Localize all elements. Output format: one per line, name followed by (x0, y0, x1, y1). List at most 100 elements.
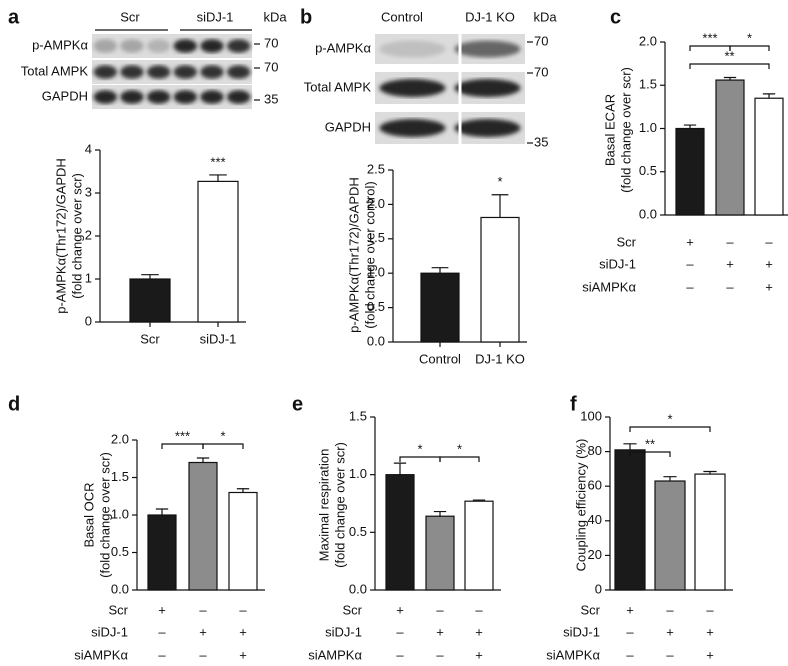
condition-sign: – (666, 602, 674, 617)
condition-sign: – (158, 624, 166, 639)
panel-letter: d (8, 393, 20, 415)
blot-band (173, 39, 198, 53)
condition-label: siDJ-1 (91, 624, 128, 639)
blot-band (200, 90, 224, 104)
error-bar (723, 76, 737, 81)
y-axis-label: p-AMPKα(Thr172)/GAPDH (346, 177, 361, 333)
marker-label: 70 (264, 59, 278, 74)
condition-sign: + (396, 602, 404, 617)
condition-sign: + (706, 624, 714, 639)
y-tick-label: 0.5 (639, 163, 657, 178)
blot-band (173, 90, 198, 104)
blot-band (379, 40, 446, 58)
y-tick-label: 2.0 (367, 196, 385, 211)
blot-group-label: DJ-1 KO (465, 9, 515, 24)
kda-label: kDa (263, 9, 287, 24)
condition-sign: – (396, 647, 404, 662)
condition-sign: + (158, 602, 166, 617)
y-tick-label: 1.0 (111, 506, 129, 521)
condition-sign: + (726, 256, 734, 271)
panel-letter: a (8, 6, 20, 28)
y-axis-label: Basal ECAR (602, 94, 617, 166)
error-bar (663, 476, 677, 482)
condition-sign: + (765, 279, 773, 294)
condition-sign: – (436, 602, 444, 617)
blot-band (226, 39, 251, 53)
error-bar (433, 510, 447, 517)
x-tick-label: Control (419, 351, 461, 366)
blot-band (173, 65, 198, 79)
bar (197, 180, 239, 323)
y-tick-label: 1.0 (349, 466, 367, 481)
error-bar (762, 93, 776, 99)
bracket-label: ** (724, 48, 734, 63)
bracket (439, 456, 480, 462)
y-tick-label: 1.5 (639, 77, 657, 92)
blot-band (226, 90, 251, 104)
bar (420, 272, 460, 343)
condition-sign: – (706, 602, 714, 617)
bracket (399, 456, 441, 462)
condition-sign: – (626, 647, 634, 662)
blot-band (146, 90, 171, 104)
condition-sign: + (239, 624, 247, 639)
y-tick-label: 0.0 (367, 333, 385, 348)
bar (147, 514, 177, 591)
x-tick-label: DJ-1 KO (475, 351, 525, 366)
blot-row-label: Total AMPK (304, 79, 372, 94)
condition-sign: – (686, 279, 694, 294)
bar (715, 79, 745, 216)
error-bar (623, 443, 637, 450)
error-bar (141, 274, 159, 279)
blot-split (458, 72, 462, 104)
x-tick-label: siDJ-1 (200, 331, 237, 346)
bracket-label: ** (645, 436, 655, 451)
bracket (729, 45, 770, 51)
y-tick-label: 1 (85, 270, 92, 285)
y-tick-label: 80 (588, 443, 602, 458)
condition-sign: – (726, 234, 734, 249)
y-tick-label: 40 (588, 512, 602, 527)
y-tick-label: 1.5 (111, 469, 129, 484)
x-tick-label: Scr (140, 331, 160, 346)
bracket-label: * (417, 441, 422, 456)
blot-band (93, 39, 118, 53)
bracket-label: *** (702, 30, 717, 45)
y-tick-label: 0.0 (349, 581, 367, 596)
blot-row-label: p-AMPKα (32, 37, 88, 52)
blot-band (120, 90, 144, 104)
y-axis-label: (fold change over control) (362, 181, 377, 328)
y-axis-label: p-AMPKα(Thr172)/GAPDH (53, 158, 68, 314)
blot-band (379, 119, 446, 137)
bar (480, 216, 520, 343)
condition-label: Scr (617, 234, 637, 249)
condition-sign: + (199, 624, 207, 639)
y-tick-label: 1.0 (367, 265, 385, 280)
y-tick-label: 1.5 (367, 230, 385, 245)
condition-label: siAMPKα (308, 647, 362, 662)
error-bar (209, 174, 227, 182)
y-tick-label: 2.0 (111, 431, 129, 446)
condition-sign: + (686, 234, 694, 249)
blot-band (146, 39, 171, 53)
condition-label: siAMPKα (546, 647, 600, 662)
blot-split (458, 112, 462, 144)
y-tick-label: 0.5 (111, 544, 129, 559)
error-bar (703, 470, 717, 475)
y-axis-label: (fold change over scr) (618, 67, 633, 193)
y-tick-label: 1.0 (639, 120, 657, 135)
condition-sign: – (199, 647, 207, 662)
y-tick-label: 2.5 (367, 161, 385, 176)
condition-sign: – (726, 279, 734, 294)
error-bar (196, 457, 210, 463)
blot-row-label: GAPDH (325, 119, 371, 134)
blot-strip (92, 34, 252, 58)
blot-band (454, 119, 521, 137)
y-tick-label: 0 (595, 581, 602, 596)
y-tick-label: 2.0 (639, 33, 657, 48)
bar (614, 449, 646, 591)
significance: * (497, 174, 502, 189)
y-tick-label: 0.0 (111, 581, 129, 596)
error-bar (491, 194, 509, 218)
panel-letter: f (570, 393, 577, 415)
